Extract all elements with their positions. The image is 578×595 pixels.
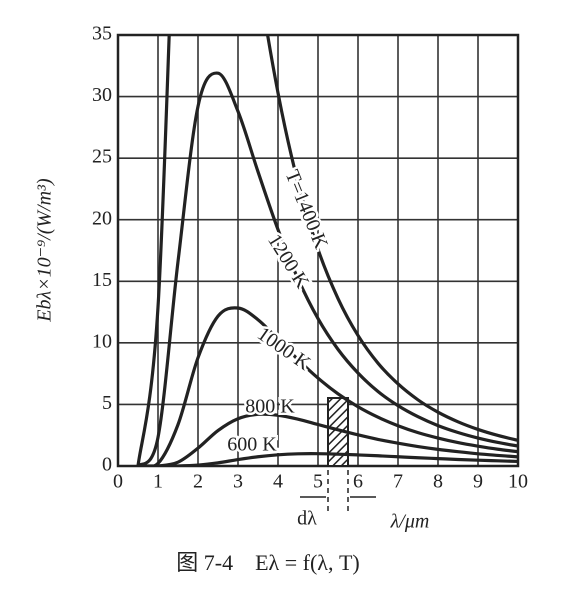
y-tick-label: 30 [92,84,112,106]
x-tick-label: 4 [273,471,283,493]
x-tick-label: 1 [153,471,163,493]
curve [136,35,518,466]
x-tick-label: 8 [433,471,443,493]
x-tick-label: 3 [233,471,243,493]
x-axis-label: λ/μm [390,511,430,533]
x-tick-label: 9 [473,471,483,493]
curve [136,71,518,466]
y-tick-label: 25 [92,146,112,168]
curve-label: 1000 K [253,323,315,375]
x-tick-label: 2 [193,471,203,493]
y-tick-label: 5 [102,392,112,414]
x-tick-label: 7 [393,471,403,493]
x-tick-label: 6 [353,471,363,493]
plot-frame [116,33,520,468]
curves [136,35,518,466]
y-tick-label: 35 [92,23,112,45]
y-tick-label: 20 [92,207,112,229]
curve-label: 600 K [227,434,277,456]
x-tick-label: 10 [508,471,528,493]
y-axis-label: Ebλ×10⁻⁹/(W/m³) [34,178,56,323]
y-tick-label: 0 [102,454,112,476]
curve [138,452,518,466]
curve [137,306,518,466]
y-tick-label: 10 [92,330,112,352]
y-tick-label: 15 [92,269,112,291]
x-tick-label: 0 [113,471,123,493]
annotation: dλ [297,508,317,530]
curve-label: 800 K [245,396,295,418]
x-tick-label: 5 [313,471,323,493]
curve [137,412,518,466]
curve-label: 1200 K [263,230,313,293]
caption: 图 7-4 Eλ = f(λ, T) [176,550,359,575]
